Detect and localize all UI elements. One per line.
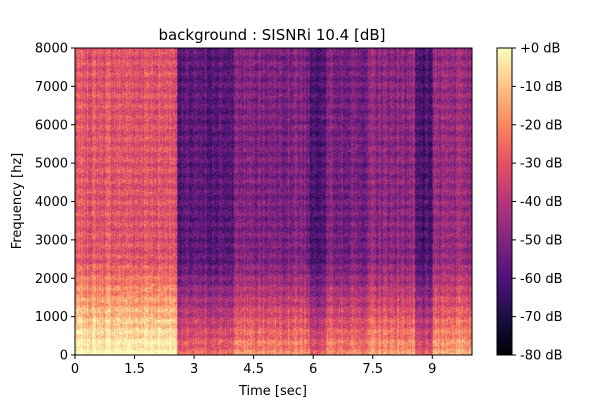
y-axis-ticks: 0 1000 2000 3000 4000 5000 6000 7000 8000	[35, 42, 75, 364]
y-tick-label: 2000	[35, 272, 68, 287]
colorbar-ticks: +0 dB -10 dB -20 dB -30 dB -40 dB -50 dB -60 d…	[512, 42, 563, 364]
spectrogram-image	[75, 48, 472, 355]
colorbar-tick-label: -20 dB	[520, 118, 563, 133]
y-tick-label: 0	[60, 349, 68, 364]
y-tick-label: 5000	[35, 157, 68, 172]
x-tick-label: 7.5	[362, 362, 383, 377]
colorbar-tick-label: -40 dB	[520, 195, 563, 210]
colorbar-tick-label: -70 dB	[520, 310, 563, 325]
chart-title: background : SISNRi 10.4 [dB]	[158, 26, 385, 44]
y-tick-label: 7000	[35, 80, 68, 95]
x-tick-label: 3	[190, 362, 198, 377]
y-tick-label: 6000	[35, 118, 68, 133]
y-axis-label: Frequency [hz]	[10, 153, 25, 250]
x-tick-label: 6	[309, 362, 317, 377]
x-tick-label: 0	[71, 362, 79, 377]
colorbar-tick-label: -30 dB	[520, 157, 563, 172]
colorbar-tick-label: -60 dB	[520, 272, 563, 287]
x-axis-label: Time [sec]	[238, 384, 307, 399]
colorbar	[497, 48, 512, 355]
colorbar-tick-label: +0 dB	[520, 42, 560, 57]
colorbar-tick-label: -80 dB	[520, 349, 563, 364]
colorbar-tick-label: -10 dB	[520, 80, 563, 95]
x-tick-label: 4.5	[243, 362, 264, 377]
y-tick-label: 8000	[35, 42, 68, 57]
x-axis-ticks: 0 1.5 3 4.5 6 7.5 9	[71, 355, 436, 377]
colorbar-tick-label: -50 dB	[520, 233, 563, 248]
x-tick-label: 1.5	[124, 362, 145, 377]
x-tick-label: 9	[428, 362, 436, 377]
y-tick-label: 3000	[35, 233, 68, 248]
y-tick-label: 1000	[35, 310, 68, 325]
y-tick-label: 4000	[35, 195, 68, 210]
